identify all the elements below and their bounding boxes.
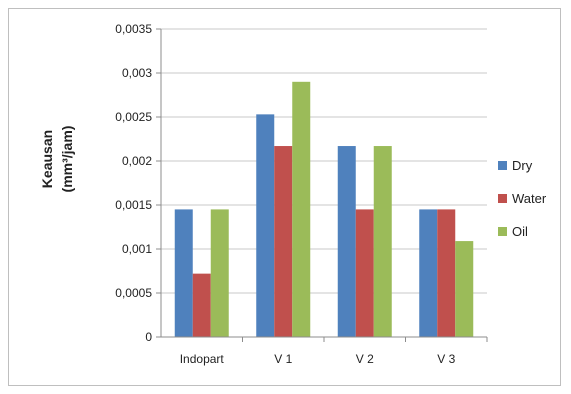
legend-swatch-water [498, 194, 507, 203]
bars [174, 81, 474, 337]
y-tick-label: 0,0015 [115, 198, 152, 212]
bar-oil-2 [373, 146, 392, 337]
bar-oil-1 [292, 81, 311, 337]
bar-water-3 [437, 209, 456, 337]
x-tick-label: V 2 [356, 352, 374, 366]
legend-swatch-oil [498, 227, 507, 236]
x-tick-labels: Indopart V 1 V 2 V 3 [180, 352, 456, 366]
y-tick-label: 0,0035 [115, 22, 152, 36]
y-axis-title: Keausan (mm³/jam) [39, 126, 75, 193]
legend-label-dry: Dry [512, 158, 533, 173]
y-tick-label: 0 [145, 330, 152, 344]
x-tick-label: V 1 [274, 352, 292, 366]
bar-dry-3 [419, 209, 438, 337]
axes [156, 28, 488, 342]
y-tick-label: 0,001 [122, 242, 152, 256]
legend-label-oil: Oil [512, 224, 528, 239]
x-tick-label: Indopart [180, 352, 225, 366]
legend-swatch-dry [498, 161, 507, 170]
bar-oil-3 [455, 241, 474, 337]
bar-dry-1 [256, 114, 275, 337]
bar-dry-0 [174, 209, 193, 337]
bar-dry-2 [337, 146, 356, 337]
bar-water-2 [355, 209, 374, 337]
y-axis-title-line: (mm³/jam) [59, 126, 75, 193]
bar-oil-0 [210, 209, 229, 337]
y-tick-label: 0,0025 [115, 110, 152, 124]
y-axis-title-line: Keausan [39, 130, 55, 188]
bar-chart: 0 0,0005 0,001 0,0015 0,002 0,0025 0,003 0,0035… [39, 22, 547, 366]
x-tick-label: V 3 [437, 352, 455, 366]
y-tick-label: 0,003 [122, 66, 152, 80]
bar-water-1 [274, 146, 293, 337]
y-tick-label: 0,002 [122, 154, 152, 168]
legend-label-water: Water [512, 191, 547, 206]
bar-water-0 [192, 273, 211, 337]
chart-frame: 0 0,0005 0,001 0,0015 0,002 0,0025 0,003 0,0035… [8, 8, 561, 386]
y-tick-label: 0,0005 [115, 286, 152, 300]
y-tick-labels: 0 0,0005 0,001 0,0015 0,002 0,0025 0,003 0,0035 [115, 22, 152, 344]
legend: Dry Water Oil [498, 158, 547, 239]
